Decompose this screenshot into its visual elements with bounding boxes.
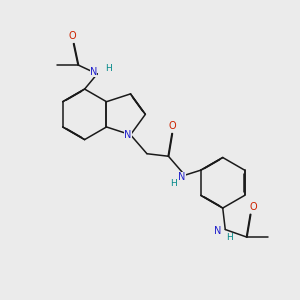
- Text: N: N: [90, 68, 98, 77]
- Text: O: O: [168, 121, 176, 131]
- Text: H: H: [170, 179, 177, 188]
- Text: N: N: [178, 172, 186, 182]
- Text: O: O: [249, 202, 257, 212]
- Text: N: N: [124, 130, 132, 140]
- Text: H: H: [226, 233, 233, 242]
- Text: N: N: [214, 226, 221, 236]
- Text: O: O: [68, 31, 76, 41]
- Text: H: H: [105, 64, 112, 73]
